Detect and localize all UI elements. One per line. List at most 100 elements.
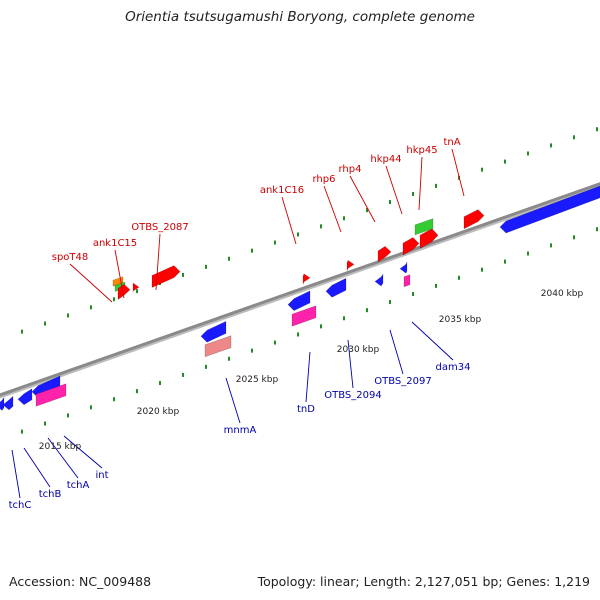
- lower-tick-dot: [228, 356, 230, 361]
- lower-tick-dot: [274, 340, 276, 345]
- label-leader-lines: [11, 148, 465, 499]
- gene-rev-small1: [0, 396, 5, 411]
- scale-label: 2030 kbp: [337, 345, 380, 355]
- upper-tick-dot: [67, 313, 69, 318]
- lower-tick-dot: [596, 227, 598, 232]
- gene-int: [35, 383, 67, 407]
- upper-tick-dot: [21, 329, 23, 334]
- map-title: Orientia tsutsugamushi Boryong, complete…: [125, 9, 475, 25]
- lower-tick-dot: [159, 381, 161, 386]
- leader-OTBS_2097: [389, 329, 404, 375]
- upper-tick-dot: [573, 135, 575, 140]
- leader-ank1C16: [281, 196, 297, 245]
- scale-label: 2020 kbp: [137, 407, 180, 417]
- scale-label: 2015 kbp: [39, 442, 82, 452]
- gene-features: [0, 185, 600, 411]
- gene-hkp44: [402, 237, 420, 256]
- leader-int: [63, 435, 103, 469]
- lower-tick-dot: [412, 291, 414, 296]
- upper-tick-dot: [320, 224, 322, 229]
- upper-tick-dot: [44, 321, 46, 326]
- label-ank1C16: ank1C16: [260, 185, 304, 196]
- lower-tick-dot: [297, 332, 299, 337]
- lower-tick-dot: [527, 251, 529, 256]
- lower-tick-dot: [251, 348, 253, 353]
- leader-OTBS_2087: [155, 233, 161, 291]
- lower-tick-dot: [67, 413, 69, 418]
- lower-tick-dot: [320, 324, 322, 329]
- upper-tick-dot: [550, 143, 552, 148]
- label-hkp45: hkp45: [406, 145, 437, 156]
- gene-OTBS_2097: [374, 273, 384, 287]
- upper-tick-dot: [182, 272, 184, 277]
- upper-tick-dot: [596, 127, 598, 132]
- lower-tick-dot: [550, 243, 552, 248]
- gene-hkp45-green: [414, 218, 434, 236]
- leader-tchA: [47, 437, 79, 479]
- label-mnmA: mnmA: [224, 425, 257, 436]
- gene-ank1C15: [117, 283, 131, 301]
- leader-rhp6: [323, 185, 342, 233]
- lower-tick-dot: [389, 300, 391, 305]
- leader-tchB: [23, 447, 51, 488]
- backbone-line: [0, 182, 600, 397]
- label-rhp6: rhp6: [313, 174, 336, 185]
- label-dam34: dam34: [436, 362, 471, 373]
- upper-tick-dot: [412, 191, 414, 196]
- label-tnD: tnD: [297, 404, 315, 415]
- upper-tick-dot: [435, 183, 437, 188]
- upper-tick-dot: [90, 305, 92, 310]
- leader-mnmA: [225, 377, 241, 424]
- upper-tick-dot: [366, 208, 368, 213]
- upper-tick-dot: [481, 167, 483, 172]
- scale-labels: 2015 kbp 2020 kbp 2025 kbp 2030 kbp 2035 kbp…: [39, 289, 584, 452]
- leader-tchC: [11, 449, 21, 499]
- lower-tick-dot: [481, 267, 483, 272]
- upper-tick-dot: [504, 159, 506, 164]
- gene-mnmA: [200, 320, 227, 343]
- lower-tick-dot: [504, 259, 506, 264]
- leader-dam34: [411, 321, 454, 361]
- label-OTBS_2094: OTBS_2094: [324, 390, 381, 401]
- upper-tick-dot: [527, 151, 529, 156]
- gene-OTBS_2087: [151, 265, 181, 288]
- leader-hkp44: [385, 165, 403, 215]
- leader-OTBS_2094: [347, 339, 354, 389]
- leader-rhp4: [349, 175, 376, 223]
- accession-text: Accession: NC_009488: [9, 574, 152, 589]
- label-ank1C15: ank1C15: [93, 238, 137, 249]
- upper-tick-dot: [205, 264, 207, 269]
- lower-tick-dot: [44, 421, 46, 426]
- upper-tick-dot: [389, 200, 391, 205]
- lower-tick-dot: [136, 389, 138, 394]
- gene-pink: [204, 335, 232, 358]
- gene-small-red: [132, 282, 140, 294]
- leader-hkp45: [418, 156, 423, 211]
- gene-rhp4: [377, 246, 392, 263]
- gene-tnA: [463, 209, 485, 230]
- label-rhp4: rhp4: [339, 164, 362, 175]
- upper-tick-dot: [228, 256, 230, 261]
- gene-rhp6: [346, 259, 355, 272]
- lower-tick-dot: [366, 308, 368, 313]
- gene-dam34: [399, 261, 408, 274]
- label-OTBS_2097: OTBS_2097: [374, 376, 431, 387]
- lower-tick-dot: [343, 316, 345, 321]
- genome-backbone: [0, 182, 600, 399]
- gene-tchC: [2, 395, 14, 411]
- leader-tnA: [451, 148, 465, 197]
- leader-spoT48: [69, 263, 113, 303]
- label-tchC: tchC: [9, 500, 32, 511]
- label-spoT48: spoT48: [52, 252, 89, 263]
- lower-tick-dot: [458, 275, 460, 280]
- lower-tick-dot: [182, 372, 184, 377]
- lower-tick-dot: [113, 397, 115, 402]
- label-hkp44: hkp44: [370, 154, 401, 165]
- gene-magenta-small: [403, 274, 411, 288]
- upper-tick-dot: [297, 232, 299, 237]
- gene-blue-2094: [325, 277, 347, 298]
- topology-text: Topology: linear; Length: 2,127,051 bp; …: [257, 574, 590, 589]
- lower-tick-dot: [573, 235, 575, 240]
